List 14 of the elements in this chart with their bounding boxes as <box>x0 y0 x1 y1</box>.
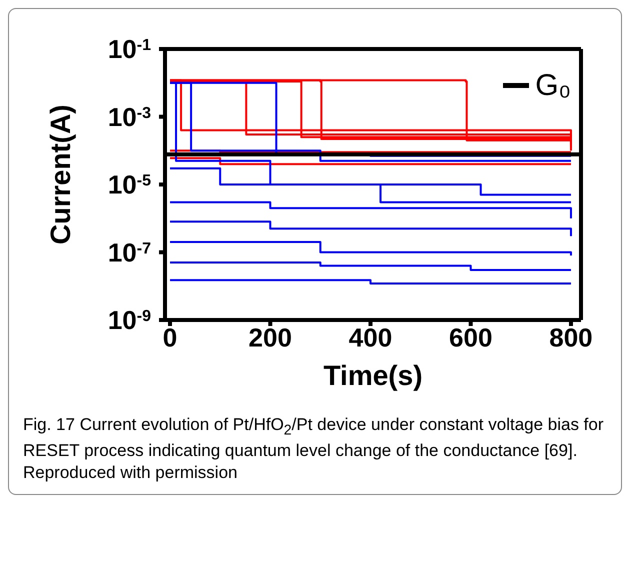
x-tick-label: 400 <box>348 322 392 352</box>
caption: Fig. 17 Current evolution of Pt/HfO$_{2}$/Pt device under constant voltage bias for RESET process indicating quantum level change of the conductance [69]. Reproduced with permission <box>22 414 605 484</box>
y-tick-label: 10$^{-5}$ <box>108 170 152 200</box>
x-tick-label: 0 <box>162 322 178 352</box>
x-tick-label: 200 <box>248 322 292 352</box>
x-tick-label: 800 <box>549 322 593 352</box>
y-tick-label: 10$^{-3}$ <box>108 102 152 132</box>
y-axis-title: Current(A) <box>44 104 76 244</box>
y-tick-label: 10$^{-1}$ <box>108 34 152 64</box>
y-tick-label: 10$^{-7}$ <box>108 237 152 268</box>
legend-label: G₀ <box>535 69 571 103</box>
x-axis-title: Time(s) <box>323 360 423 391</box>
x-tick-label: 600 <box>449 322 492 352</box>
y-tick-label: 10$^{-9}$ <box>108 305 152 335</box>
